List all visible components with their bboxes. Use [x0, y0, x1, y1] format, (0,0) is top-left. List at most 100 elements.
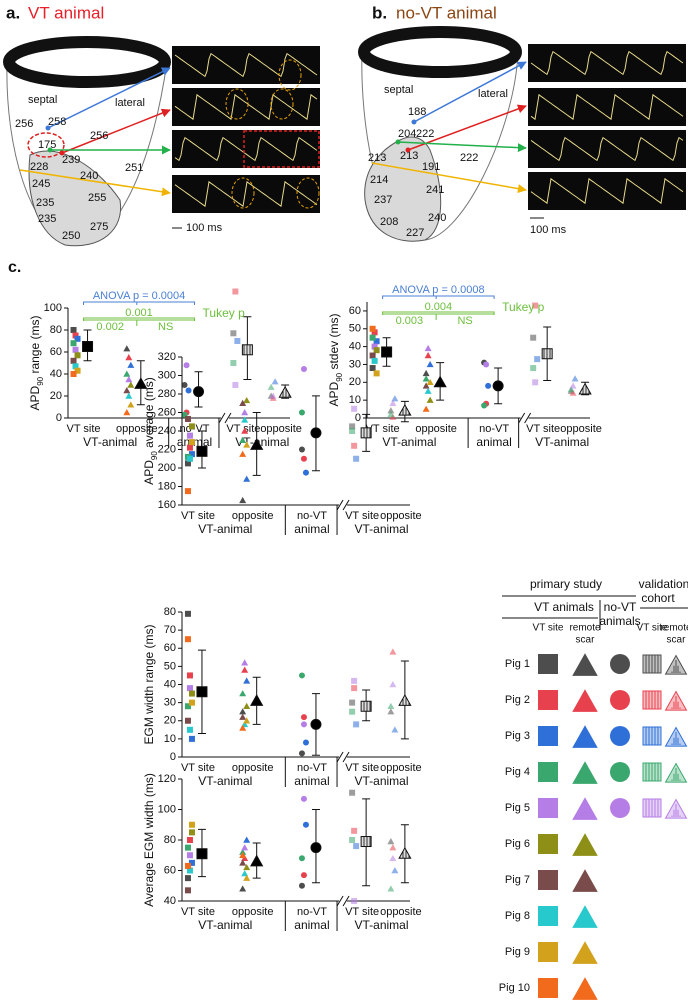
marker [188, 829, 195, 836]
x-tick-label: opposite [260, 423, 302, 435]
bracket [83, 301, 196, 305]
marker [186, 685, 193, 692]
y-tick-label: 40 [164, 678, 176, 690]
y-tick-label: 10 [164, 733, 176, 745]
marker [381, 346, 393, 358]
group-label: VT-animal [83, 435, 137, 449]
marker [188, 859, 195, 866]
trace [530, 136, 684, 162]
trace-box [528, 172, 686, 210]
marker [572, 977, 598, 1000]
marker [123, 370, 131, 377]
trace [174, 180, 318, 208]
y-tick-label: 240 [158, 425, 176, 437]
marker [532, 302, 539, 309]
marker [184, 415, 191, 422]
marker [391, 395, 399, 402]
group-label: VT-animal [354, 522, 408, 536]
marker [387, 885, 395, 892]
group-label: animal [476, 435, 511, 449]
marker [269, 392, 277, 399]
marker [74, 367, 81, 374]
marker [239, 713, 247, 720]
x-tick-label: no-VT [297, 762, 327, 774]
x-tick-label: no-VT [297, 510, 327, 522]
marker [243, 717, 251, 724]
legend-subheader: scar [667, 635, 687, 646]
y-tick-label: 120 [158, 773, 176, 785]
legend-header: no-VT [604, 600, 637, 614]
marker [186, 726, 193, 733]
axis-break [342, 895, 350, 907]
marker [70, 327, 77, 333]
legend-header: validation [639, 577, 688, 591]
highlight-ellipse [270, 88, 294, 120]
marker [610, 690, 630, 710]
x-tick-label: opposite [380, 906, 422, 918]
marker [391, 867, 399, 874]
y-tick-label: 40 [349, 341, 361, 353]
bracket [382, 313, 495, 320]
marker [572, 761, 598, 784]
site-value: 275 [90, 221, 108, 233]
marker [184, 717, 191, 724]
legend-header: animals [599, 614, 640, 628]
marker [184, 875, 191, 882]
marker [243, 441, 251, 448]
site-value: 204 [398, 128, 416, 140]
marker [181, 382, 188, 388]
y-tick-label: 60 [164, 864, 176, 876]
axis-break [339, 897, 348, 905]
x-tick-label: opposite [415, 423, 457, 435]
marker [70, 371, 77, 377]
group-label: VT-animal [198, 774, 252, 788]
x-tick-label: opposite [560, 423, 602, 435]
marker [74, 352, 81, 359]
axis-break [339, 753, 348, 761]
marker [243, 836, 251, 843]
marker [538, 690, 558, 710]
x-tick-label: VT site [526, 423, 560, 435]
site-value: 235 [36, 197, 54, 209]
marker [298, 672, 305, 679]
marker [569, 382, 577, 389]
marker [239, 851, 247, 858]
y-tick-label: 280 [158, 388, 176, 400]
marker [127, 401, 135, 408]
marker [351, 405, 358, 412]
legend-label: Pig 1 [505, 658, 530, 670]
annotation: ANOVA p = 0.0004 [93, 290, 185, 302]
marker [610, 654, 630, 674]
marker [243, 475, 251, 482]
y-tick-label: 40 [164, 895, 176, 907]
axis-break [339, 501, 348, 509]
marker [349, 789, 356, 796]
marker [278, 385, 292, 398]
panel-label: c. [8, 259, 21, 276]
marker [351, 898, 358, 904]
site-value: 239 [62, 154, 80, 166]
x-tick-label: VT site [366, 423, 400, 435]
trace-box [172, 88, 320, 126]
marker [184, 887, 191, 894]
y-tick-label: 80 [50, 324, 62, 336]
marker [369, 352, 376, 359]
marker [184, 703, 191, 710]
y-tick-label: 200 [158, 462, 176, 474]
marker [424, 344, 432, 352]
marker [426, 378, 434, 386]
marker [298, 409, 305, 416]
marker [369, 325, 376, 332]
site-value: 240 [428, 212, 446, 224]
marker [373, 338, 380, 345]
marker [534, 356, 541, 363]
site-value: 214 [370, 174, 388, 186]
marker [241, 344, 253, 356]
marker [186, 867, 193, 874]
x-tick-label: VT site [345, 906, 379, 918]
marker [184, 460, 191, 467]
y-label-part: APD [327, 381, 341, 406]
marker [389, 681, 397, 688]
marker [241, 870, 249, 877]
highlight-ellipse [231, 177, 255, 209]
